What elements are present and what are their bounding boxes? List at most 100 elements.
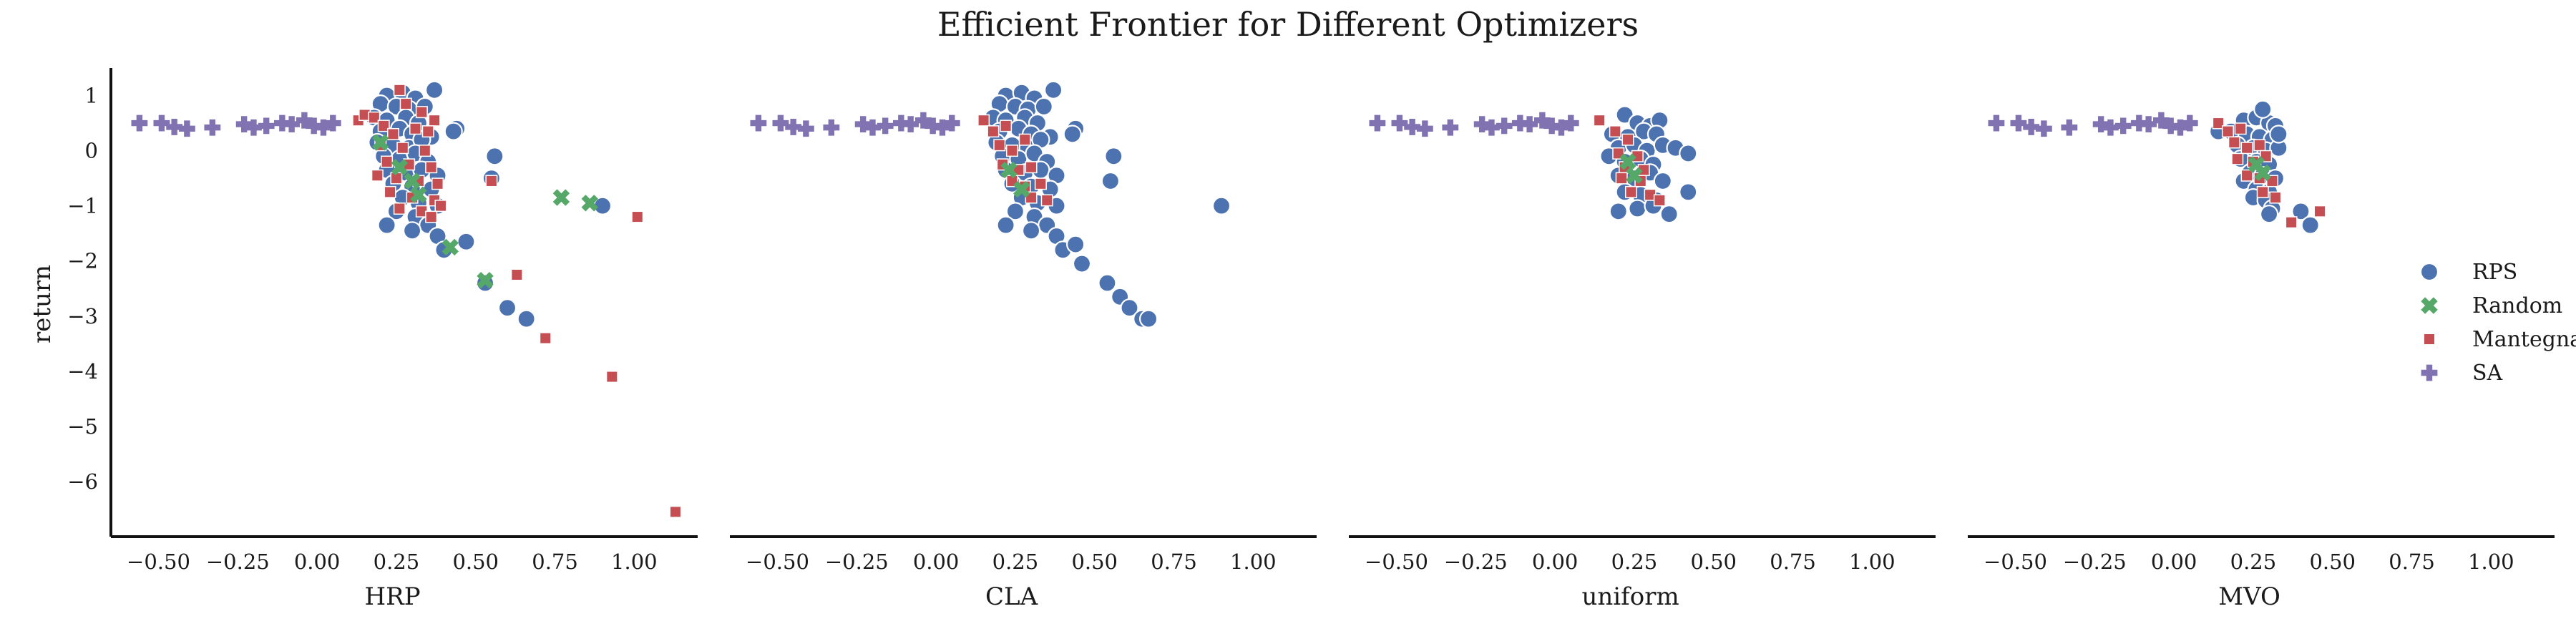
legend: RPS Random Mantegna SA: [2419, 260, 2576, 386]
data-point: [902, 116, 919, 132]
data-point: [1653, 171, 1672, 191]
data-point: [510, 268, 523, 281]
data-point: [425, 210, 438, 223]
x-tick-label: 0.25: [374, 550, 420, 574]
legend-label: Random: [2472, 293, 2562, 318]
series-sa: [750, 112, 960, 137]
data-point: [399, 97, 412, 110]
data-point: [2256, 185, 2269, 198]
data-point: [1044, 80, 1063, 99]
data-point: [2181, 114, 2198, 132]
data-point: [2240, 142, 2253, 155]
x-axis-label: CLA: [985, 582, 1038, 611]
data-point: [2301, 215, 2320, 235]
x-tick-label: 0.00: [913, 550, 960, 574]
x-axis-label: MVO: [2218, 582, 2280, 611]
data-point: [444, 122, 463, 141]
data-point: [153, 114, 170, 132]
data-point: [539, 332, 552, 345]
legend-label: SA: [2472, 361, 2503, 386]
data-point: [1000, 161, 1018, 179]
data-point: [1628, 199, 1647, 218]
x-axis-label: uniform: [1581, 582, 1679, 611]
data-point: [434, 200, 447, 213]
data-point: [1072, 254, 1092, 273]
data-point: [2259, 205, 2279, 224]
data-point: [235, 116, 253, 132]
data-point: [1000, 119, 1013, 132]
data-point: [1369, 114, 1386, 132]
data-point: [1533, 112, 1551, 129]
data-point: [2114, 117, 2132, 135]
x-tick-label: 0.75: [1770, 550, 1816, 574]
data-point: [1679, 182, 1698, 202]
x-tick-label: 0.75: [2389, 550, 2435, 574]
data-point: [1679, 144, 1698, 163]
data-point: [324, 114, 341, 132]
data-point: [977, 114, 990, 127]
data-point: [2253, 139, 2266, 152]
data-point: [1473, 116, 1491, 132]
x-tick-label: −0.25: [2063, 550, 2127, 574]
x-tick-label: 0.00: [2151, 550, 2197, 574]
data-point: [1025, 161, 1038, 174]
data-point: [2231, 152, 2244, 165]
x-tick-label: 1.00: [611, 550, 658, 574]
data-point: [2254, 164, 2271, 182]
facet-panels: 1 0 −1 −2 −3 −4 −5 −6 −0.50 −0.25 0.00 0.25 0.50 0.75…: [67, 68, 2555, 611]
data-point: [428, 114, 441, 127]
data-point: [410, 186, 427, 203]
y-axis-label: return: [28, 265, 57, 343]
x-tick-label: −0.50: [1984, 550, 2047, 574]
x-tick-label: 0.50: [452, 550, 499, 574]
x-tick-label: 0.00: [1532, 550, 1579, 574]
data-point: [2140, 116, 2157, 132]
panel-uniform: −0.50 −0.25 0.00 0.25 0.50 0.75 1.00 uniform: [1349, 105, 1936, 611]
data-point: [1624, 185, 1637, 198]
data-point: [1562, 114, 1579, 132]
data-point: [396, 142, 409, 155]
data-point: [1988, 114, 2005, 132]
series-sa: [1369, 112, 1579, 137]
series-sa: [131, 112, 341, 137]
data-point: [1138, 309, 1158, 328]
data-point: [823, 119, 840, 136]
series-sa: [1988, 112, 2198, 137]
data-point: [477, 271, 494, 289]
data-point: [631, 210, 644, 223]
data-point: [409, 122, 422, 135]
data-point: [386, 127, 399, 140]
x-tick-label: 0.75: [532, 550, 578, 574]
data-point: [1104, 147, 1123, 166]
x-tick-label: −0.50: [746, 550, 809, 574]
y-tick-label: −2: [67, 249, 98, 273]
data-point: [1013, 180, 1030, 198]
x-tick-label: 0.25: [1611, 550, 1658, 574]
data-point: [1553, 119, 1570, 136]
data-point: [2035, 120, 2052, 137]
data-point: [283, 116, 301, 132]
data-point: [1621, 133, 1634, 146]
x-tick-label: 0.50: [2309, 550, 2356, 574]
data-point: [431, 177, 444, 190]
data-point: [381, 155, 394, 168]
data-point: [384, 185, 396, 198]
legend-item-random: Random: [2421, 293, 2562, 318]
data-point: [1005, 145, 1018, 157]
series-random: [1619, 153, 1643, 184]
data-point: [204, 119, 221, 136]
data-point: [1040, 194, 1053, 207]
data-point: [393, 84, 406, 97]
x-tick-label: 0.50: [1071, 550, 1118, 574]
data-point: [2228, 136, 2240, 149]
data-point: [1416, 120, 1433, 137]
data-point: [497, 298, 517, 318]
data-point: [404, 172, 421, 190]
data-point: [993, 139, 1006, 152]
legend-marker: [2421, 297, 2438, 314]
data-point: [772, 114, 789, 132]
data-point: [377, 215, 396, 235]
data-point: [131, 114, 148, 132]
data-point: [581, 195, 599, 212]
x-tick-label: −0.50: [127, 550, 190, 574]
